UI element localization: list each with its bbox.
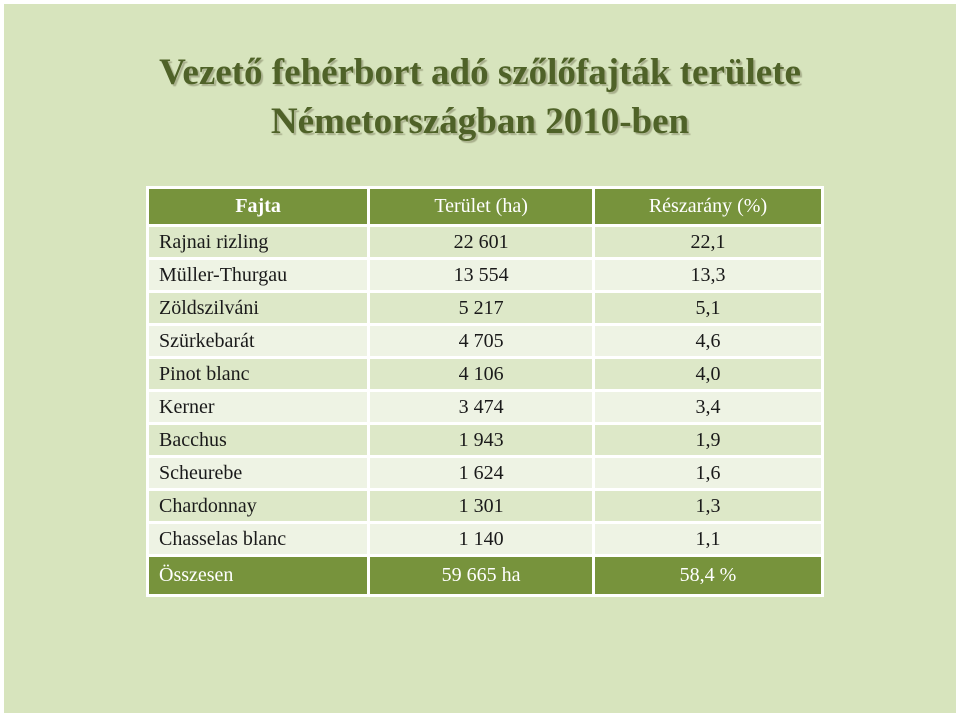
variety-cell: Bacchus: [145, 422, 371, 458]
table-row: Scheurebe 1 624 1,6: [145, 455, 825, 491]
share-cell: 1,1: [591, 521, 825, 557]
area-cell: 22 601: [367, 224, 595, 260]
variety-cell: Müller-Thurgau: [145, 257, 371, 293]
slide-title: Vezető fehérbort adó szőlőfajták terület…: [4, 48, 956, 146]
table-row: Rajnai rizling 22 601 22,1: [145, 224, 825, 260]
area-cell: 5 217: [367, 290, 595, 326]
title-line-2: Németországban 2010-ben: [270, 101, 690, 142]
variety-cell: Chardonnay: [145, 488, 371, 524]
variety-cell: Rajnai rizling: [145, 224, 371, 260]
grape-variety-table: Fajta Terület (ha) Részarány (%) Rajnai …: [145, 186, 825, 597]
table-row: Müller-Thurgau 13 554 13,3: [145, 257, 825, 293]
area-cell: 1 624: [367, 455, 595, 491]
share-cell: 5,1: [591, 290, 825, 326]
total-area-cell: 59 665 ha: [367, 554, 595, 597]
area-cell: 4 705: [367, 323, 595, 359]
title-line-1: Vezető fehérbort adó szőlőfajták terület…: [159, 52, 801, 93]
table-total-row: Összesen 59 665 ha 58,4 %: [145, 554, 825, 597]
variety-cell: Pinot blanc: [145, 356, 371, 392]
variety-cell: Zöldszilváni: [145, 290, 371, 326]
share-cell: 1,6: [591, 455, 825, 491]
total-share-cell: 58,4 %: [591, 554, 825, 597]
share-cell: 4,6: [591, 323, 825, 359]
slide: Vezető fehérbort adó szőlőfajták terület…: [4, 4, 956, 713]
area-cell: 1 301: [367, 488, 595, 524]
table-header-row: Fajta Terület (ha) Részarány (%): [145, 186, 825, 227]
area-cell: 13 554: [367, 257, 595, 293]
header-variety: Fajta: [145, 186, 371, 227]
share-cell: 3,4: [591, 389, 825, 425]
table-row: Pinot blanc 4 106 4,0: [145, 356, 825, 392]
share-cell: 22,1: [591, 224, 825, 260]
table-row: Chasselas blanc 1 140 1,1: [145, 521, 825, 557]
header-area: Terület (ha): [367, 186, 595, 227]
total-label-cell: Összesen: [145, 554, 371, 597]
variety-cell: Chasselas blanc: [145, 521, 371, 557]
area-cell: 3 474: [367, 389, 595, 425]
table-row: Kerner 3 474 3,4: [145, 389, 825, 425]
share-cell: 1,9: [591, 422, 825, 458]
table-row: Zöldszilváni 5 217 5,1: [145, 290, 825, 326]
share-cell: 13,3: [591, 257, 825, 293]
table-row: Bacchus 1 943 1,9: [145, 422, 825, 458]
area-cell: 4 106: [367, 356, 595, 392]
table-row: Chardonnay 1 301 1,3: [145, 488, 825, 524]
variety-cell: Kerner: [145, 389, 371, 425]
area-cell: 1 943: [367, 422, 595, 458]
variety-cell: Scheurebe: [145, 455, 371, 491]
variety-cell: Szürkebarát: [145, 323, 371, 359]
table-row: Szürkebarát 4 705 4,6: [145, 323, 825, 359]
area-cell: 1 140: [367, 521, 595, 557]
header-share: Részarány (%): [591, 186, 825, 227]
share-cell: 4,0: [591, 356, 825, 392]
share-cell: 1,3: [591, 488, 825, 524]
